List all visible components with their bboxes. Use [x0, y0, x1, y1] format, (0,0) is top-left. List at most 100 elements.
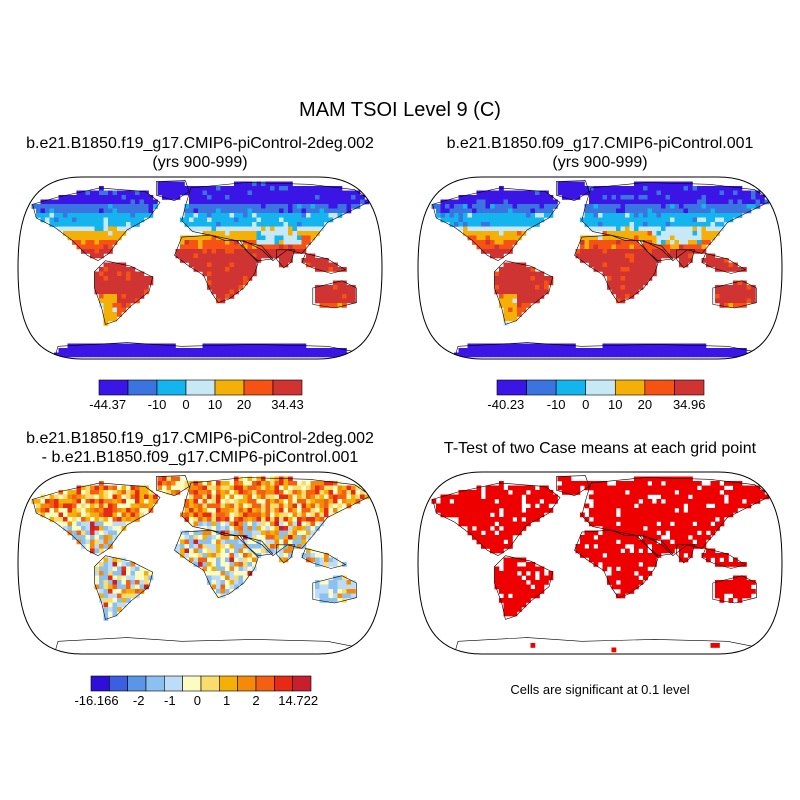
map-grid-cell: [503, 508, 509, 513]
map-grid-cell: [103, 240, 109, 245]
map-grid-cell: [135, 280, 140, 286]
map-grid-cell: [265, 217, 271, 223]
map-grid-cell: [593, 195, 599, 200]
map-grid-cell: [535, 343, 540, 349]
map-grid-cell: [652, 557, 657, 563]
map-grid-cell: [656, 535, 662, 540]
map-grid-cell: [463, 512, 468, 518]
map-grid-cell: [661, 476, 666, 482]
map-grid-cell: [710, 512, 716, 518]
map-grid-cell: [715, 352, 720, 358]
map-grid-cell: [90, 352, 95, 358]
map-grid-cell: [135, 638, 140, 644]
map-grid-cell: [130, 562, 136, 567]
map-grid-cell: [256, 208, 262, 214]
map-grid-cell: [108, 276, 113, 281]
map-grid-cell: [76, 638, 82, 644]
map-grid-cell: [535, 217, 540, 223]
map-grid-cell: [283, 199, 289, 205]
map-grid-cell: [81, 526, 86, 531]
coastline-seAsia: [301, 253, 347, 274]
map-grid-cell: [243, 253, 248, 259]
map-grid-cell: [598, 485, 603, 491]
map-grid-cell: [198, 521, 203, 527]
map-grid-cell: [499, 240, 504, 245]
map-grid-cell: [494, 580, 500, 585]
map-grid-cell: [63, 226, 68, 232]
map-grid-cell: [670, 485, 675, 491]
map-grid-cell: [616, 217, 621, 223]
map-grid-cell: [319, 208, 325, 214]
map-grid-cell: [584, 208, 590, 214]
map-grid-cell: [126, 562, 131, 567]
map-grid-cell: [58, 199, 64, 205]
map-grid-cell: [108, 204, 113, 209]
map-grid-cell: [494, 204, 500, 209]
map-grid-cell: [81, 485, 86, 491]
map-grid-cell: [634, 208, 639, 214]
map-grid-cell: [539, 490, 545, 495]
map-grid-cell: [517, 303, 522, 308]
map-grid-cell: [211, 267, 217, 272]
map-grid-cell: [130, 647, 136, 653]
map-grid-cell: [247, 276, 253, 281]
map-grid-cell: [512, 190, 518, 196]
map-grid-cell: [670, 213, 675, 218]
map-grid-cell: [625, 289, 630, 295]
map-grid-cell: [121, 285, 127, 290]
map-grid-cell: [467, 490, 473, 495]
map-grid-cell: [117, 575, 122, 581]
map-grid-cell: [279, 530, 284, 536]
map-grid-cell: [517, 580, 522, 585]
map-grid-cell: [184, 499, 190, 504]
map-grid-cell: [103, 530, 109, 536]
map-grid-cell: [121, 199, 127, 205]
map-grid-cell: [103, 199, 109, 205]
map-grid-cell: [189, 544, 194, 549]
map-grid-cell: [274, 490, 280, 495]
map-grid-cell: [674, 222, 680, 227]
map-grid-cell: [333, 280, 338, 286]
map-grid-cell: [562, 190, 567, 196]
map-grid-cell: [580, 253, 585, 259]
map-grid-cell: [517, 298, 522, 304]
map-grid-cell: [643, 235, 648, 241]
map-grid-cell: [67, 226, 73, 232]
map-grid-cell: [90, 508, 95, 513]
map-grid-cell: [153, 643, 158, 648]
map-grid-cell: [315, 186, 320, 191]
map-grid-cell: [76, 517, 82, 522]
map-grid-cell: [126, 598, 131, 603]
map-grid-cell: [247, 204, 253, 209]
coastline-australia: [312, 280, 357, 309]
map-grid-cell: [512, 213, 518, 218]
map-grid-cell: [503, 280, 509, 286]
map-grid-cell: [575, 186, 581, 191]
map-grid-cell: [166, 343, 172, 349]
map-grid-cell: [288, 490, 293, 495]
map-grid-cell: [238, 208, 244, 214]
map-grid-cell: [139, 566, 145, 572]
map-grid-cell: [692, 526, 698, 531]
map-grid-cell: [180, 240, 185, 245]
map-grid-cell: [211, 530, 217, 536]
map-grid-cell: [337, 186, 343, 191]
map-grid-cell: [679, 235, 684, 241]
map-grid-cell: [328, 598, 334, 603]
map-grid-cell: [103, 235, 109, 241]
map-grid-cell: [589, 235, 594, 241]
map-grid-cell: [337, 267, 343, 272]
map-grid-cell: [247, 226, 253, 232]
map-grid-cell: [81, 231, 86, 236]
map-grid-cell: [539, 280, 545, 286]
map-grid-cell: [521, 195, 527, 200]
map-grid-cell: [243, 181, 248, 187]
map-grid-cell: [297, 503, 302, 509]
map-grid-cell: [728, 580, 734, 585]
map-grid-cell: [306, 199, 311, 205]
map-grid-cell: [112, 611, 118, 617]
map-grid-cell: [247, 638, 253, 644]
map-grid-cell: [274, 647, 280, 653]
map-grid-cell: [571, 190, 576, 196]
map-grid-cell: [103, 208, 109, 214]
